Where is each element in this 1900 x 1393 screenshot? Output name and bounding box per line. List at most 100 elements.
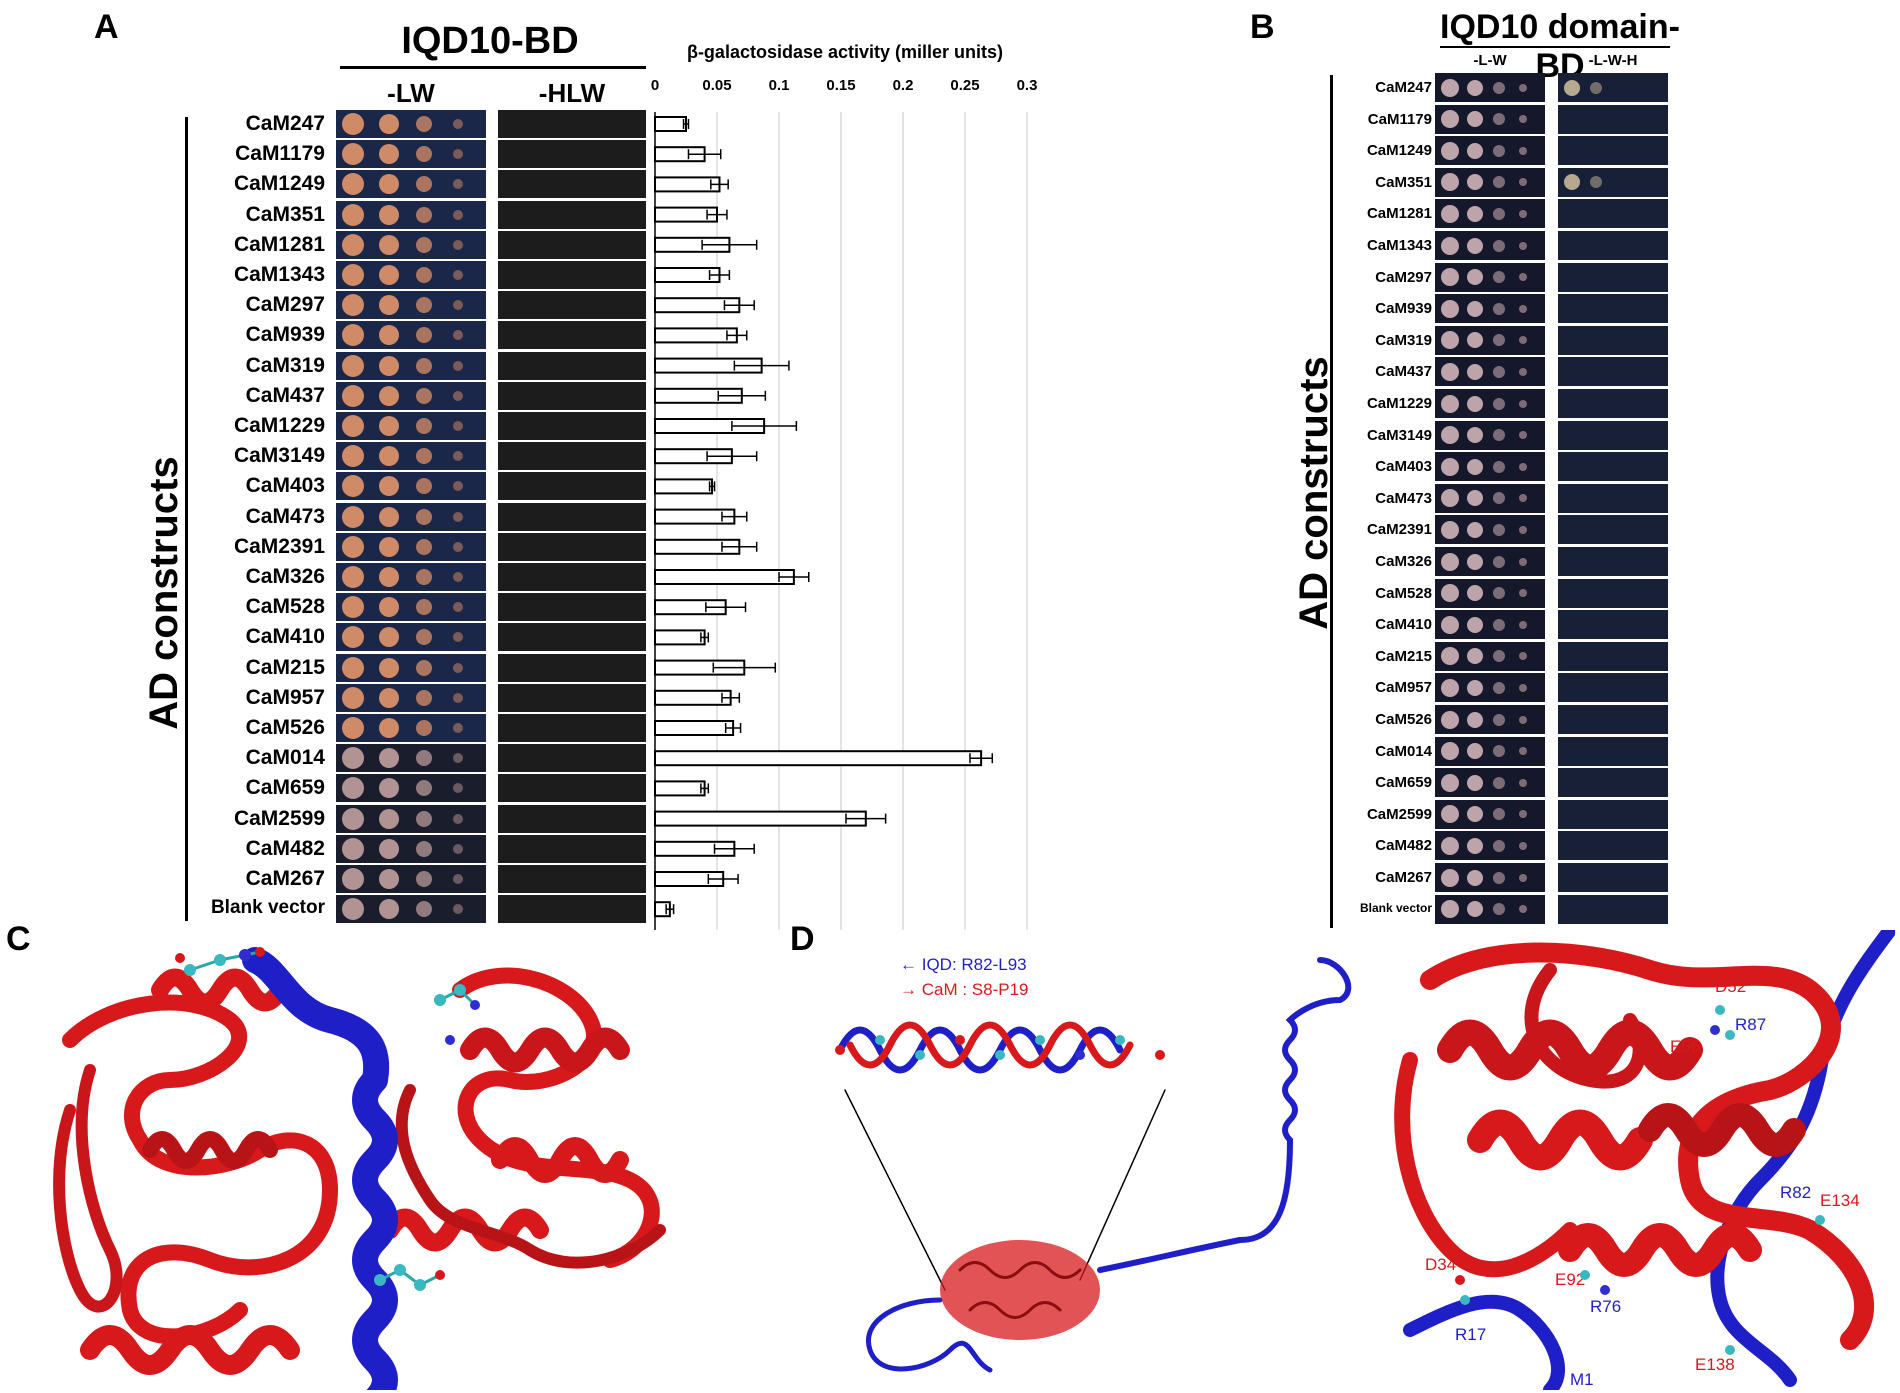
panel-b-col-lwh: -L-W-H: [1588, 52, 1638, 69]
colony-spot: [453, 602, 463, 613]
colony-spot: [1467, 458, 1483, 475]
plate-lw: [336, 170, 486, 199]
arrow-left: [844, 1089, 946, 1291]
row-label: CaM528: [245, 595, 325, 619]
plate-lw: [1435, 641, 1545, 671]
row-label: CaM437: [1375, 363, 1432, 381]
colony-spot: [1493, 650, 1505, 663]
colony-spot: [1441, 78, 1459, 97]
row-label: CaM351: [245, 202, 325, 226]
cam-helix: [151, 968, 289, 1012]
colony-spot: [1441, 236, 1459, 255]
colony-spot: [1467, 490, 1483, 507]
bar: [654, 327, 738, 344]
colony-spot: [342, 384, 364, 407]
colony-spot: [453, 904, 463, 915]
panel-d-structure: [835, 957, 1352, 1373]
colony-spot: [1493, 397, 1505, 410]
plate-lw: [336, 774, 486, 803]
colony-spot: [1467, 869, 1483, 886]
legend-iqd: ← IQD: R82-L93: [900, 955, 1027, 974]
colony-spot: [1519, 178, 1527, 187]
colony-spot: [379, 234, 399, 255]
colony-spot: [342, 686, 364, 709]
plate-lw: [336, 472, 486, 501]
colony-spot: [1467, 269, 1483, 286]
cam-helix: [80, 1325, 300, 1375]
plate-hlw: [498, 321, 646, 350]
colony-spot: [1467, 332, 1483, 349]
colony-spot: [416, 840, 432, 857]
bar: [654, 569, 795, 585]
row-label: CaM1343: [1366, 237, 1432, 254]
cam-ribbon: [1524, 963, 1647, 1089]
row-label: CaM659: [1375, 774, 1432, 792]
colony-spot: [1519, 146, 1527, 155]
colony-spot: [1467, 300, 1483, 317]
colony-spot: [1467, 395, 1483, 412]
colony-spot: [416, 508, 432, 525]
plate-lwh: [1558, 104, 1668, 134]
row-label: CaM014: [245, 746, 325, 770]
plate-lw: [1435, 831, 1545, 861]
row-label: CaM3149: [1366, 426, 1432, 444]
row-label: CaM319: [245, 353, 325, 377]
colony-spot: [1519, 115, 1527, 124]
colony-spot: [1493, 176, 1505, 189]
colony-spot: [1519, 304, 1527, 313]
plate-lwh: [1558, 831, 1668, 861]
colony-spot: [1493, 144, 1505, 157]
colony-spot: [416, 176, 432, 193]
colony-spot: [416, 871, 432, 887]
colony-spot: [1493, 903, 1505, 916]
colony-spot: [1441, 615, 1459, 634]
colony-spot: [416, 236, 432, 253]
colony-spot: [416, 780, 432, 797]
row-label: CaM526: [1375, 711, 1432, 728]
plate-lw: [336, 865, 486, 893]
colony-spot: [1441, 489, 1459, 508]
plate-lw: [336, 804, 486, 833]
colony-spot: [1519, 367, 1527, 376]
plate-lwh: [1558, 199, 1668, 229]
colony-spot: [1467, 616, 1483, 633]
row-label: CaM319: [1375, 331, 1432, 349]
plate-lwh: [1558, 389, 1668, 418]
row-label: CaM473: [1375, 489, 1432, 507]
colony-spot: [416, 569, 432, 585]
colony-spot: [379, 476, 399, 497]
cam-ribbon: [452, 967, 660, 1268]
cam-blob: [940, 1240, 1100, 1340]
row-label: CaM2391: [233, 534, 325, 558]
plate-lwh: [1558, 799, 1668, 829]
plate-lw: [1435, 452, 1545, 482]
colony-spot: [1441, 868, 1459, 887]
colony-spot: [342, 415, 364, 437]
plate-lwh: [1558, 673, 1668, 703]
colony-spot: [342, 626, 364, 649]
plate-hlw: [498, 170, 646, 199]
colony-spot: [1441, 805, 1459, 824]
colony-spot: [416, 629, 432, 646]
cam-helix-overlay: [846, 1021, 1134, 1069]
colony-spot: [1441, 141, 1459, 160]
colony-spot: [453, 451, 463, 462]
colony-spot: [342, 203, 364, 226]
colony-spot: [379, 265, 399, 285]
plate-lw: [336, 291, 486, 320]
cam-ribbon: [1394, 1052, 1578, 1278]
row-label: CaM526: [245, 716, 325, 739]
colony-spot: [416, 750, 432, 767]
panel-d-label: D: [790, 920, 815, 958]
plate-hlw: [498, 623, 646, 652]
colony-spot: [1519, 810, 1527, 819]
colony-spot: [1441, 426, 1459, 445]
colony-spot: [416, 116, 432, 132]
panel-c-label: C: [6, 920, 31, 958]
plate-lw: [1435, 420, 1545, 450]
plate-lw: [336, 653, 486, 682]
colony-spot: [416, 720, 432, 736]
plate-lw: [336, 321, 486, 350]
colony-spot: [1519, 715, 1527, 724]
colony-spot: [1441, 836, 1459, 855]
